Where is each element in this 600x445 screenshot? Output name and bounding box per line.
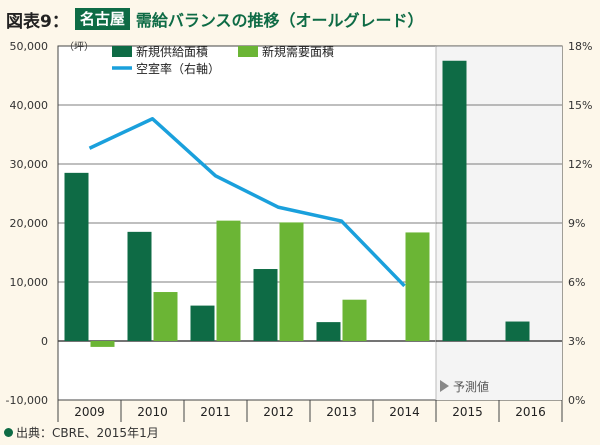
y2-tick-label: 15% xyxy=(568,99,592,112)
demand-bar xyxy=(216,220,241,341)
x-tick-label: 2011 xyxy=(200,405,231,419)
y-tick-label: 20,000 xyxy=(10,217,49,230)
legend-swatch-demand xyxy=(238,46,258,57)
y-tick-label: 40,000 xyxy=(10,99,49,112)
legend-label-supply: 新規供給面積 xyxy=(136,44,208,59)
figure-label: 図表9： xyxy=(6,11,69,32)
demand-bar xyxy=(153,292,178,341)
y-tick-label: -10,000 xyxy=(6,394,48,407)
legend-label-demand: 新規需要面積 xyxy=(262,44,334,59)
x-tick-label: 2013 xyxy=(326,405,357,419)
supply-bar xyxy=(253,269,278,341)
supply-bar xyxy=(442,60,467,341)
demand-bar xyxy=(90,341,115,347)
city-badge: 名古屋 xyxy=(74,8,130,30)
vacancy-line xyxy=(88,117,406,288)
x-tick-label: 2010 xyxy=(137,405,168,419)
y-tick-label: 0 xyxy=(41,335,48,348)
chart-title: 需給バランスの推移（オールグレード） xyxy=(135,11,424,30)
demand-bar xyxy=(279,222,304,341)
y2-tick-label: 18% xyxy=(568,40,592,53)
x-tick-label: 2009 xyxy=(74,405,105,419)
forecast-label: 予測値 xyxy=(453,379,489,394)
bullet-dot-icon xyxy=(4,428,13,437)
x-tick-label: 2014 xyxy=(389,405,420,419)
x-tick-label: 2012 xyxy=(263,405,294,419)
y2-tick-label: 12% xyxy=(568,158,592,171)
supply-bar xyxy=(127,231,152,341)
y2-tick-label: 3% xyxy=(568,335,585,348)
y2-tick-label: 0% xyxy=(568,394,585,407)
x-tick-label: 2016 xyxy=(515,405,546,419)
source-note: 出典：CBRE、2015年1月 xyxy=(4,424,159,441)
legend-label-vacancy: 空室率（右軸） xyxy=(136,61,220,76)
y2-tick-label: 9% xyxy=(568,217,585,230)
demand-bar xyxy=(405,232,430,341)
y-tick-label: 30,000 xyxy=(10,158,49,171)
legend-swatch-supply xyxy=(112,46,132,57)
supply-bar xyxy=(64,172,89,341)
y2-tick-label: 6% xyxy=(568,276,585,289)
supply-bar xyxy=(505,321,530,341)
source-text: 出典：CBRE、2015年1月 xyxy=(16,426,159,440)
title-bar: 図表9： 名古屋 需給バランスの推移（オールグレード） xyxy=(6,6,424,32)
forecast-arrow-icon xyxy=(440,380,449,392)
demand-bar xyxy=(342,299,367,341)
supply-bar xyxy=(190,305,215,341)
supply-bar xyxy=(316,322,341,341)
y-tick-label: 10,000 xyxy=(10,276,49,289)
y-tick-label: 50,000 xyxy=(10,40,49,53)
x-tick-label: 2015 xyxy=(452,405,483,419)
